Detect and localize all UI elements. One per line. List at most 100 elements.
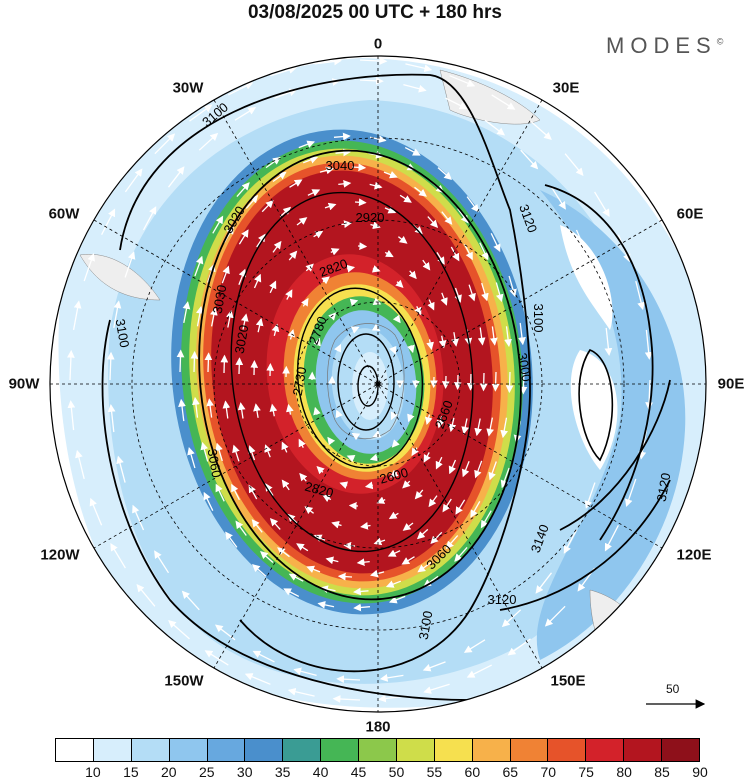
lon-label-90w: 90W <box>8 375 40 393</box>
colorbar-tick-label: 50 <box>388 764 405 780</box>
wind-arrow <box>269 280 277 294</box>
wind-arrow <box>544 605 566 627</box>
wind-arrow <box>189 104 213 122</box>
wind-arrow <box>313 337 321 347</box>
wind-arrow <box>348 502 359 510</box>
wind-arrow <box>428 495 438 508</box>
wind-arrow <box>371 265 381 273</box>
wind-arrow <box>441 211 453 225</box>
wind-arrow <box>474 418 483 437</box>
wind-speed-fill <box>50 56 706 712</box>
wind-arrow <box>293 667 317 677</box>
wind-arrow <box>75 449 85 480</box>
wind-arrow <box>481 282 489 302</box>
wind-arrow <box>192 396 200 418</box>
wind-arrow <box>450 246 460 262</box>
wind-arrow <box>357 242 368 250</box>
wind-arrow <box>519 371 528 395</box>
wind-arrow <box>594 277 604 305</box>
wind-arrow <box>168 620 190 640</box>
wind-arrow <box>270 66 297 77</box>
wind-arrow <box>351 163 367 172</box>
wind-arrow <box>269 518 281 530</box>
colorbar-box <box>359 739 397 761</box>
lon-label-0: 0 <box>373 35 383 53</box>
wind-arrow <box>142 206 157 231</box>
wind-arrow <box>490 326 498 346</box>
wind-arrow <box>427 299 435 311</box>
wind-arrow <box>83 252 95 282</box>
wind-arrow <box>245 194 259 209</box>
wind-arrow <box>466 196 479 213</box>
wind-arrow <box>387 549 401 557</box>
wind-arrow <box>244 673 271 685</box>
colorbar-box <box>662 739 699 761</box>
wind-arrow <box>298 438 306 448</box>
contour-label: 2920 <box>356 210 385 225</box>
wind-arrow <box>182 301 191 324</box>
wind-arrow <box>350 326 360 334</box>
colorbar-box <box>548 739 587 761</box>
wind-arrow <box>296 217 308 226</box>
wind-arrow <box>422 259 431 271</box>
wind-arrow <box>198 132 219 151</box>
wind-arrow <box>359 76 384 85</box>
wind-arrow <box>364 481 374 490</box>
wind-arrow <box>110 542 126 569</box>
wind-arrow <box>302 156 319 164</box>
wind-arrow <box>454 546 468 562</box>
wind-arrow <box>644 329 653 360</box>
wind-arrow <box>232 444 240 462</box>
wind-arrow <box>369 181 383 190</box>
wind-arrow <box>339 481 349 489</box>
wind-arrow <box>204 650 229 666</box>
wind-arrow <box>486 417 494 437</box>
wind-arrow <box>190 350 199 373</box>
wind-arrow <box>215 483 225 502</box>
contour-label: 3120 <box>488 592 517 607</box>
wind-arrow <box>237 402 246 419</box>
wind-arrow <box>604 525 619 552</box>
wind-arrow <box>299 472 308 482</box>
wind-arrow <box>204 352 213 373</box>
wind-arrow <box>107 404 116 433</box>
wind-arrow <box>584 482 596 509</box>
wind-arrow <box>398 235 408 244</box>
wind-arrow <box>332 695 361 703</box>
wind-arrow <box>353 603 371 612</box>
contour-label: 3100 <box>531 304 546 333</box>
wind-arrow <box>301 297 309 307</box>
colorbar-box <box>396 739 435 761</box>
wind-arrow <box>479 372 488 392</box>
wind-arrow <box>330 248 340 256</box>
wind-arrow <box>491 94 516 110</box>
contour-label: 2820 <box>303 479 335 501</box>
wind-arrow <box>373 537 386 546</box>
wind-arrow <box>200 441 209 462</box>
wind-arrow <box>436 252 445 265</box>
wind-arrow <box>281 441 289 453</box>
lon-label-60e: 60E <box>676 205 704 223</box>
wind-arrow <box>520 149 539 170</box>
wind-arrow <box>255 317 264 333</box>
wind-arrow <box>372 430 382 438</box>
wind-arrow <box>238 268 247 285</box>
wind-arrow <box>457 208 469 224</box>
colorbar-box <box>131 739 170 761</box>
colorbar-tick-label: 30 <box>236 764 253 780</box>
height-contours <box>101 73 671 701</box>
wind-arrow <box>124 168 143 193</box>
wind-arrow <box>176 349 185 373</box>
contour-label: 2600 <box>378 465 410 487</box>
wind-arrow <box>563 529 578 554</box>
contour-label: 3000 <box>515 352 535 383</box>
wind-arrow <box>500 467 510 489</box>
wind-arrow <box>89 497 103 526</box>
wind-arrow <box>424 414 433 426</box>
wind-arrow <box>306 565 321 574</box>
colorbar-box <box>586 739 625 761</box>
colorbar-tick-label: 45 <box>350 764 367 780</box>
wind-arrow <box>470 500 481 518</box>
wind-arrow <box>356 558 370 567</box>
lon-label-180: 180 <box>365 718 391 736</box>
